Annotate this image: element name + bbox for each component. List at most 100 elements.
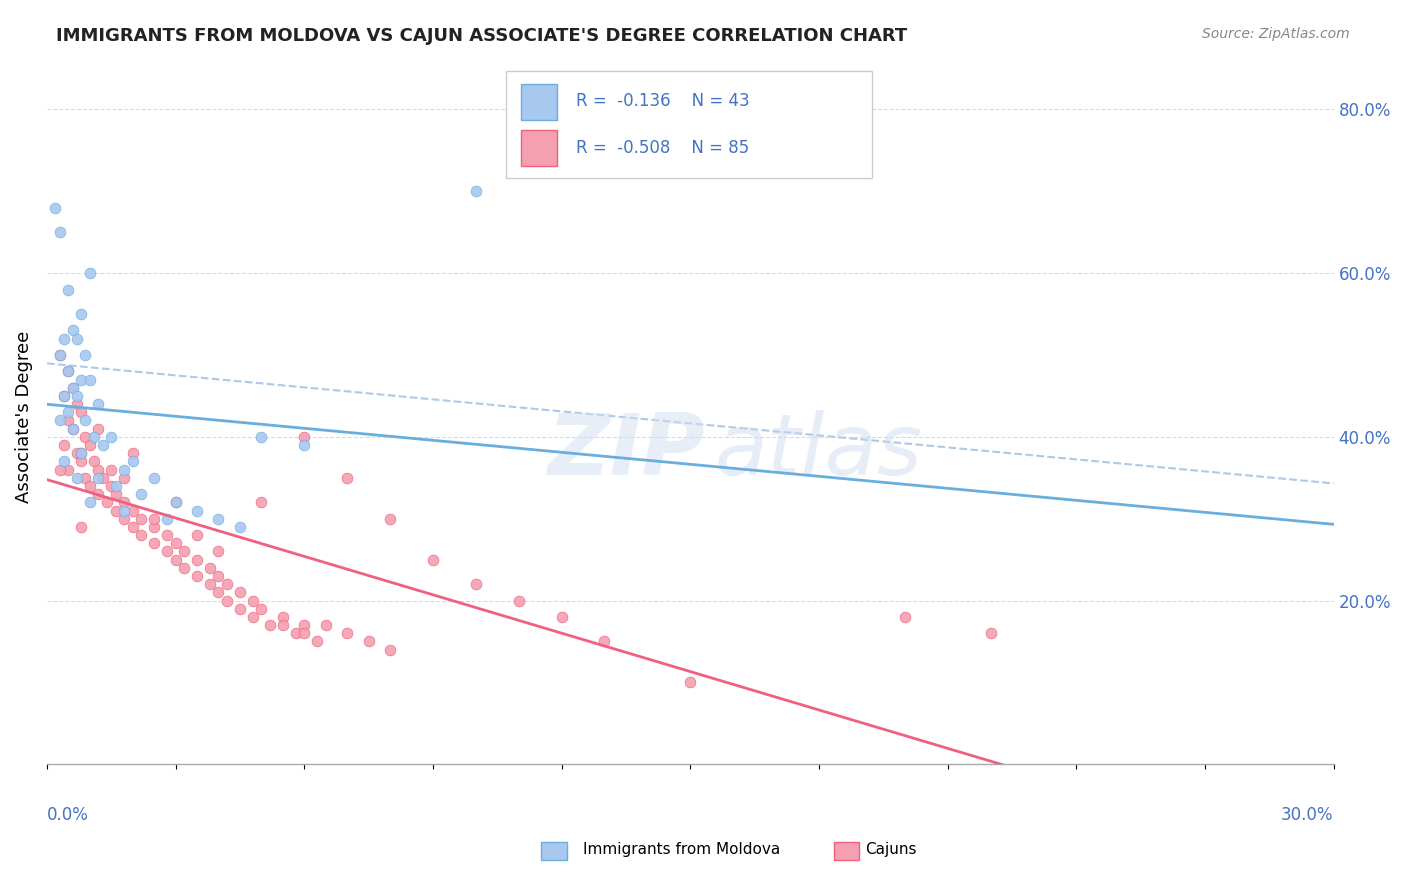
Point xyxy=(62,323,84,337)
Point xyxy=(53,389,76,403)
Point xyxy=(49,348,72,362)
Point xyxy=(70,454,93,468)
Point xyxy=(79,438,101,452)
Point xyxy=(229,601,252,615)
Point xyxy=(173,561,195,575)
Point xyxy=(79,373,101,387)
Point xyxy=(79,479,101,493)
Point xyxy=(198,561,221,575)
Point xyxy=(53,389,76,403)
Point xyxy=(49,348,72,362)
Point xyxy=(62,381,84,395)
Point xyxy=(58,405,80,419)
Point xyxy=(53,332,76,346)
Point xyxy=(83,430,105,444)
Point xyxy=(165,552,187,566)
Point xyxy=(53,454,76,468)
Point xyxy=(91,438,114,452)
Point xyxy=(66,471,89,485)
Point xyxy=(679,675,702,690)
Point xyxy=(186,569,208,583)
Point xyxy=(58,283,80,297)
Point xyxy=(284,626,307,640)
Point xyxy=(207,544,229,558)
Point xyxy=(259,618,281,632)
Text: 0.0%: 0.0% xyxy=(46,806,89,824)
Point xyxy=(250,601,273,615)
Point xyxy=(87,422,110,436)
Point xyxy=(87,462,110,476)
Point xyxy=(112,495,135,509)
Point xyxy=(186,528,208,542)
Point xyxy=(143,512,166,526)
Point xyxy=(62,381,84,395)
Point xyxy=(66,446,89,460)
Point xyxy=(100,479,122,493)
Text: R =  -0.508    N = 85: R = -0.508 N = 85 xyxy=(575,139,749,157)
Text: IMMIGRANTS FROM MOLDOVA VS CAJUN ASSOCIATE'S DEGREE CORRELATION CHART: IMMIGRANTS FROM MOLDOVA VS CAJUN ASSOCIA… xyxy=(56,27,907,45)
Point xyxy=(49,413,72,427)
Point xyxy=(62,422,84,436)
Point xyxy=(250,495,273,509)
Point xyxy=(165,495,187,509)
Point xyxy=(271,610,294,624)
Point xyxy=(66,332,89,346)
Point xyxy=(100,430,122,444)
Point xyxy=(336,626,359,640)
Point xyxy=(593,634,616,648)
Point xyxy=(186,552,208,566)
Point xyxy=(121,446,143,460)
Point xyxy=(70,373,93,387)
Point xyxy=(104,487,127,501)
Point xyxy=(58,364,80,378)
Point xyxy=(207,569,229,583)
Point xyxy=(165,536,187,550)
Bar xyxy=(520,130,557,166)
Point xyxy=(422,552,444,566)
Point xyxy=(242,593,264,607)
Point xyxy=(464,184,486,198)
Point xyxy=(87,471,110,485)
Point xyxy=(83,454,105,468)
Point xyxy=(315,618,337,632)
Point xyxy=(292,618,315,632)
Point xyxy=(207,512,229,526)
Point xyxy=(91,471,114,485)
Point xyxy=(893,610,915,624)
Point xyxy=(121,503,143,517)
Text: R =  -0.136    N = 43: R = -0.136 N = 43 xyxy=(575,93,749,111)
Point xyxy=(292,626,315,640)
Text: 30.0%: 30.0% xyxy=(1281,806,1334,824)
Point xyxy=(378,512,401,526)
Bar xyxy=(520,84,557,120)
Point xyxy=(165,495,187,509)
Point xyxy=(242,610,264,624)
Point xyxy=(250,430,273,444)
Point xyxy=(79,266,101,280)
Point xyxy=(58,413,80,427)
Point xyxy=(49,462,72,476)
Point xyxy=(96,495,118,509)
Point xyxy=(87,397,110,411)
Point xyxy=(156,544,179,558)
Point xyxy=(129,528,152,542)
Point xyxy=(292,430,315,444)
Point xyxy=(104,479,127,493)
Point xyxy=(271,618,294,632)
Point xyxy=(79,495,101,509)
Text: Immigrants from Moldova: Immigrants from Moldova xyxy=(583,842,780,856)
Point xyxy=(58,364,80,378)
Point xyxy=(979,626,1001,640)
Point xyxy=(129,512,152,526)
Point xyxy=(143,471,166,485)
Point xyxy=(66,397,89,411)
Point xyxy=(70,446,93,460)
Point xyxy=(229,585,252,599)
Text: Source: ZipAtlas.com: Source: ZipAtlas.com xyxy=(1202,27,1350,41)
Point xyxy=(156,512,179,526)
Point xyxy=(198,577,221,591)
Point xyxy=(87,487,110,501)
Point xyxy=(44,201,66,215)
Point xyxy=(156,528,179,542)
Point xyxy=(75,413,97,427)
